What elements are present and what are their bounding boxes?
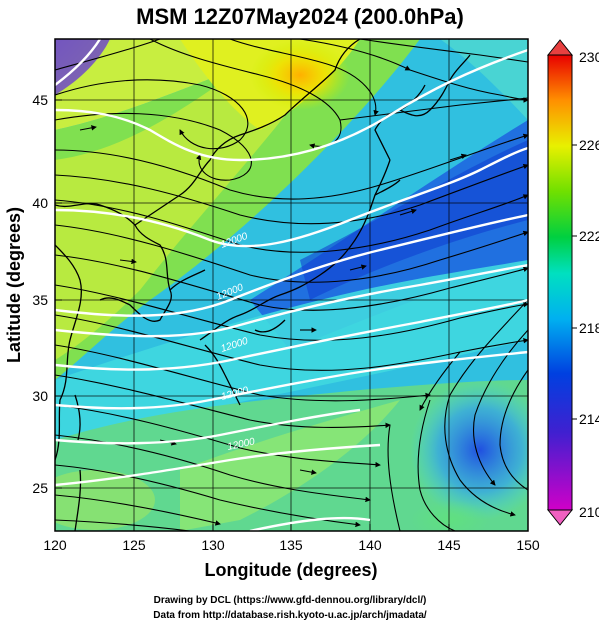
y-axis-title: Latitude (degrees): [4, 207, 24, 363]
x-axis-title: Longitude (degrees): [204, 560, 377, 580]
x-tick-label: 120: [43, 537, 67, 553]
colorbar-gradient: [547, 54, 573, 511]
credit-data: Data from http://database.rish.kyoto-u.a…: [153, 610, 427, 621]
x-tick-label: 150: [516, 537, 540, 553]
colorbar-top-arrow: [546, 39, 574, 56]
colorbar-tick-label: 214: [579, 411, 599, 427]
colorbar-tick-label: 210: [579, 504, 599, 520]
x-tick-labels: 120 125 130 135 140 145 150: [43, 537, 540, 553]
y-tick-label: 25: [32, 480, 48, 496]
plot-area: 12000 12000 12000 12000 12000: [55, 39, 528, 531]
field-shading: [55, 39, 528, 531]
credit-drawing: Drawing by DCL (https://www.gfd-dennou.o…: [154, 595, 427, 606]
colorbar-tick-label: 226: [579, 137, 599, 153]
height-contours: [55, 39, 528, 531]
map-title: MSM 12Z07May2024 (200.0hPa): [136, 4, 464, 29]
colorbar: 230 226 222 218 214 210: [546, 39, 599, 526]
axis-tick-marks: [55, 99, 450, 531]
x-tick-label: 135: [279, 537, 303, 553]
x-tick-label: 145: [437, 537, 461, 553]
y-tick-labels: 25 30 35 40 45: [32, 92, 48, 496]
y-tick-label: 40: [32, 195, 48, 211]
y-tick-label: 30: [32, 388, 48, 404]
colorbar-tick-label: 222: [579, 228, 599, 244]
x-tick-label: 130: [201, 537, 225, 553]
colorbar-tick-label: 230: [579, 49, 599, 65]
colorbar-tick-label: 218: [579, 320, 599, 336]
y-tick-label: 45: [32, 92, 48, 108]
x-tick-label: 140: [358, 537, 382, 553]
y-tick-label: 35: [32, 292, 48, 308]
x-tick-label: 125: [122, 537, 146, 553]
colorbar-bottom-arrow: [546, 509, 574, 526]
